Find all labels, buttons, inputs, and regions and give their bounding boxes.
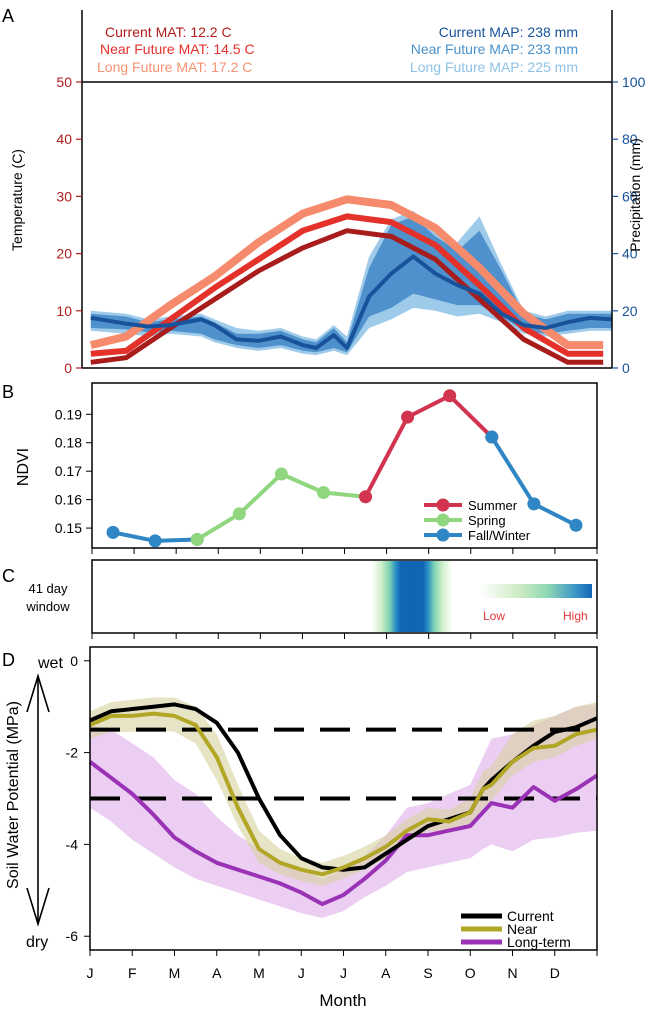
panel-d-soil-water-chart: 0 -2 -4 -6 J F M A M J J A S O N D CurrentNearLong-term… [5,646,599,1010]
swp-ytick-label: 0 [70,653,78,669]
precip-ytick-label: 0 [622,360,630,376]
panel-c-ylabel-line1: 41 day [28,581,68,596]
ndvi-point [106,525,120,539]
wet-label: wet [37,655,63,672]
legend-marker [436,498,450,512]
colorbar [480,584,592,598]
precipitation-line-current [90,254,613,350]
month-tick-label: O [465,965,476,981]
month-tick-label: J [298,965,305,981]
swp-ytick-label: -4 [66,836,79,852]
ndvi-point [527,497,541,511]
temp-ytick-label: 20 [56,246,72,262]
ndvi-ytick-label: 0.19 [55,406,82,422]
colorbar-low-label: Low [483,609,505,623]
panel-label-c: C [2,566,15,586]
swp-ytick-label: -2 [66,745,79,761]
month-tick-label: J [340,965,347,981]
month-tick-label: F [128,965,137,981]
panel-c-ylabel-line2: window [25,599,70,614]
legend-marker [436,513,450,527]
panel-b-ndvi-chart: 0.15 0.16 0.17 0.18 0.19 SummerSpringFall/Wi… [15,382,598,554]
ndvi-ytick-label: 0.17 [55,463,82,479]
swp-ytick-label: -6 [66,928,79,944]
month-tick-label: M [169,965,181,981]
temp-ytick-label: 40 [56,131,72,147]
precip-ytick-label: 20 [622,303,638,319]
near-uncertainty-band [90,697,597,886]
panel-label-d: D [2,650,15,670]
precip-ytick-label: 60 [622,188,638,204]
legend-label: Long-term [507,934,571,950]
ndvi-point [190,532,204,546]
ndvi-point [274,467,288,481]
annotation-near-map: Near Future MAP: 233 mm [411,41,578,57]
month-tick-label: D [550,965,560,981]
dry-label: dry [26,934,48,951]
annotation-current-mat: Current MAT: 12.2 C [105,24,232,40]
annotation-near-mat: Near Future MAT: 14.5 C [100,41,255,57]
precip-near-future-band [90,216,613,353]
dry-arrow-head [26,887,50,927]
panel-d-ylabel: Soil Water Potential (MPa) [5,701,22,889]
colorbar-high-label: High [563,609,588,623]
panel-a-ylabel-left: Temperature (C) [9,149,25,251]
month-tick-label: J [87,965,94,981]
ndvi-point [443,389,457,403]
x-axis-label: Month [319,991,366,1010]
seasonal-window-band [371,561,452,632]
ndvi-point [569,518,583,532]
annotation-long-map: Long Future MAP: 225 mm [410,59,578,75]
legend-label: Spring [468,513,506,528]
temp-ytick-label: 0 [64,360,72,376]
panel-b-ylabel: NDVI [15,448,32,486]
ndvi-ytick-label: 0.18 [55,435,82,451]
ndvi-point [359,490,373,504]
legend-label: Summer [468,498,518,513]
panel-a-climate-chart: 0 10 20 30 40 50 0 20 40 60 80 100 Temperature (C)… [9,10,646,376]
panel-b-frame [91,382,598,549]
temp-ytick-label: 50 [56,74,72,90]
swp-line-long-term [88,760,599,907]
panel-c-window-heatmap: Low High 41 day window [25,559,598,639]
ndvi-point [148,534,162,548]
legend-label: Near [507,921,538,937]
month-tick-label: S [423,965,432,981]
ndvi-ytick-label: 0.16 [55,492,82,508]
month-tick-label: M [253,965,265,981]
month-tick-label: N [507,965,517,981]
temp-ytick-label: 30 [56,188,72,204]
annotation-long-mat: Long Future MAT: 17.2 C [97,59,252,75]
panel-label-b: B [2,382,14,402]
ndvi-point [316,486,330,500]
ndvi-ytick-label: 0.15 [55,520,82,536]
precip-ytick-label: 40 [622,246,638,262]
annotation-current-map: Current MAP: 238 mm [439,24,578,40]
temperature-line-long-future [89,195,604,350]
month-tick-label: A [212,965,222,981]
precip-ytick-label: 80 [622,131,638,147]
wet-arrow-head [26,673,50,713]
legend-marker [436,528,450,542]
panel-a-ylabel-right: Precipitation (mm) [627,138,643,252]
precip-ytick-label: 100 [622,74,646,90]
ndvi-point [232,507,246,521]
panel-label-a: A [2,6,14,26]
ndvi-line-spring [196,472,366,542]
temp-ytick-label: 10 [56,303,72,319]
ndvi-line-summer [363,393,494,498]
ndvi-point [401,410,415,424]
temperature-line-near-future [90,213,604,357]
month-tick-label: A [381,965,391,981]
legend-label: Fall/Winter [468,528,531,543]
legend-label: Current [507,908,554,924]
temperature-line-current [90,228,604,365]
ndvi-point [485,430,499,444]
swp-line-near [89,711,598,877]
